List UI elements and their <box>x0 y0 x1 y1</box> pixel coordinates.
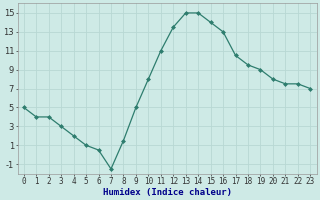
X-axis label: Humidex (Indice chaleur): Humidex (Indice chaleur) <box>102 188 232 197</box>
